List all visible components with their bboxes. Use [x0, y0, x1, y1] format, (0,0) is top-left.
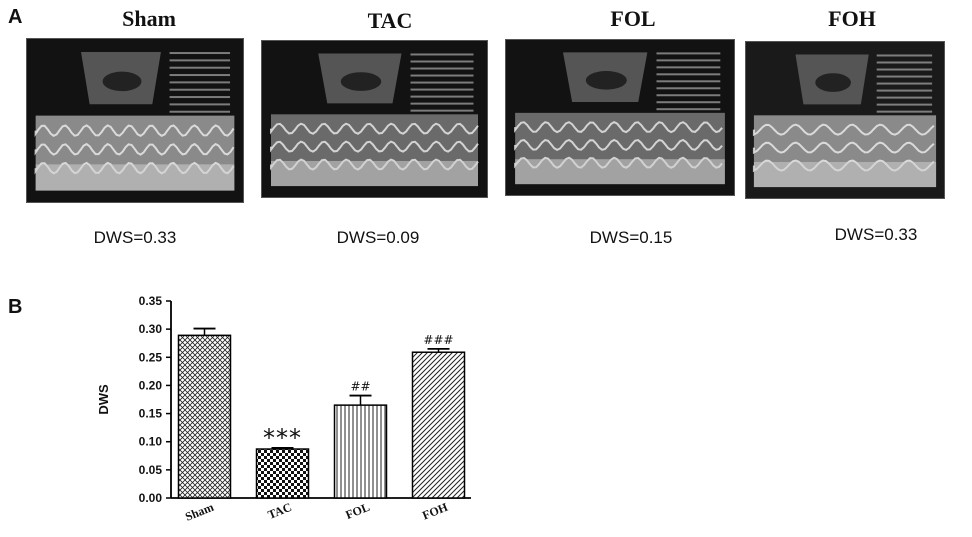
echo-graphic [262, 41, 487, 197]
y-tick-label: 0.05 [139, 463, 163, 477]
panel-a-letter: A [8, 6, 23, 28]
bar-tac [255, 448, 310, 499]
x-tick-label-fol: FOL [344, 500, 372, 522]
dws-value-sham: DWS=0.33 [93, 228, 177, 247]
panel-b-letter: B [8, 296, 23, 318]
x-tick-label-tac: TAC [266, 500, 294, 522]
echo-graphic [746, 42, 944, 198]
y-tick-label: 0.35 [139, 294, 163, 308]
y-tick-label: 0.25 [139, 350, 163, 364]
y-tick-label: 0.10 [139, 435, 163, 449]
echo-graphic [506, 40, 734, 195]
significance-fol: ## [350, 380, 370, 394]
significance-tac: *** [263, 424, 302, 452]
significance-foh: ### [423, 333, 453, 347]
echo-image-tac [262, 41, 487, 197]
y-tick-label: 0.15 [139, 407, 163, 421]
group-title-sham: Sham [122, 6, 176, 31]
y-tick-label: 0.20 [139, 378, 163, 392]
echo-graphic [27, 39, 243, 202]
group-title-tac: TAC [367, 8, 413, 33]
dws-value-fol: DWS=0.15 [589, 228, 673, 247]
x-tick-label-foh: FOH [420, 500, 450, 523]
echo-image-sham [27, 39, 243, 202]
y-axis-title: DWS [96, 384, 111, 415]
bar-foh [411, 351, 466, 499]
dws-value-foh: DWS=0.33 [834, 225, 918, 244]
bar-sham [177, 334, 232, 499]
echo-image-fol [506, 40, 734, 195]
y-tick-label: 0.00 [139, 491, 163, 505]
x-tick-label-sham: Sham [183, 500, 215, 524]
group-title-foh: FOH [828, 6, 876, 31]
y-tick-label: 0.30 [139, 322, 163, 336]
group-title-fol: FOL [610, 6, 656, 31]
echo-image-foh [746, 42, 944, 198]
bar-fol [333, 404, 388, 499]
dws-value-tac: DWS=0.09 [336, 228, 420, 247]
